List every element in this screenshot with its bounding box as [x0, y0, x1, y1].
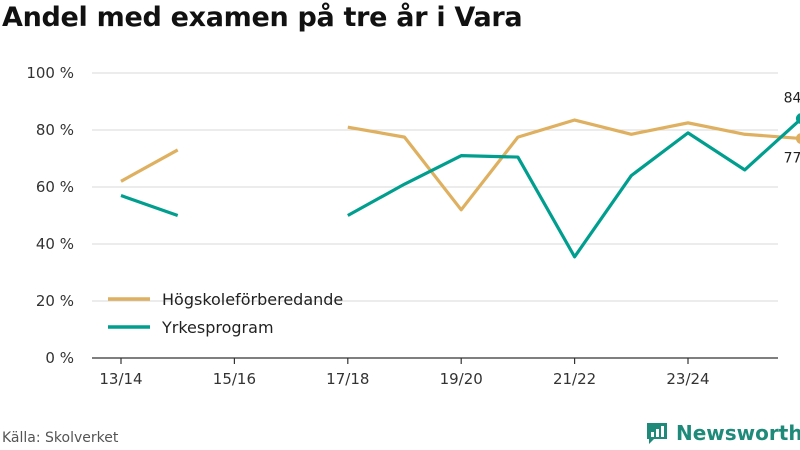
- y-tick-label: 60 %: [36, 178, 74, 196]
- x-tick-label: 13/14: [99, 370, 142, 388]
- source-note: Källa: Skolverket: [2, 430, 119, 446]
- x-tick-label: 21/22: [553, 370, 596, 388]
- x-axis: 13/14 15/16 17/18 19/20 21/22 23/24: [92, 357, 778, 388]
- x-tick-label: 23/24: [666, 370, 709, 388]
- series-line-hogskoleforberedande: [120, 148, 179, 183]
- legend-label: Yrkesprogram: [161, 318, 274, 337]
- y-tick-label: 100 %: [26, 64, 74, 82]
- gridlines: [92, 72, 778, 302]
- y-tick-label: 80 %: [36, 121, 74, 139]
- x-tick-label: 17/18: [326, 370, 369, 388]
- chart-title: Andel med examen på tre år i Vara: [2, 2, 523, 33]
- series-line-yrkesprogram: [347, 117, 800, 259]
- end-point-marker: [795, 133, 800, 144]
- end-point-marker: [795, 113, 800, 124]
- series-line-hogskoleforberedande: [347, 118, 800, 212]
- end-label-yrkesprogram: 84 %: [784, 91, 800, 107]
- brand-name: Newsworthy: [676, 421, 800, 445]
- y-tick-label: 20 %: [36, 292, 74, 310]
- end-label-hogskoleforberedande: 77 %: [784, 151, 800, 167]
- end-labels: 84 % 77 %: [784, 91, 800, 167]
- brand-logo: Newsworthy: [644, 420, 800, 446]
- x-tick-label: 19/20: [440, 370, 483, 388]
- series-line-yrkesprogram: [120, 194, 179, 218]
- y-axis: 0 % 20 % 40 % 60 % 80 % 100 %: [26, 64, 74, 367]
- legend-label: Högskoleförberedande: [162, 290, 343, 309]
- series-lines: [120, 113, 800, 259]
- x-tick-label: 15/16: [213, 370, 256, 388]
- legend: Högskoleförberedande Yrkesprogram: [108, 290, 343, 337]
- y-tick-label: 0 %: [45, 349, 74, 367]
- y-tick-label: 40 %: [36, 235, 74, 253]
- newsworthy-icon: [647, 423, 667, 444]
